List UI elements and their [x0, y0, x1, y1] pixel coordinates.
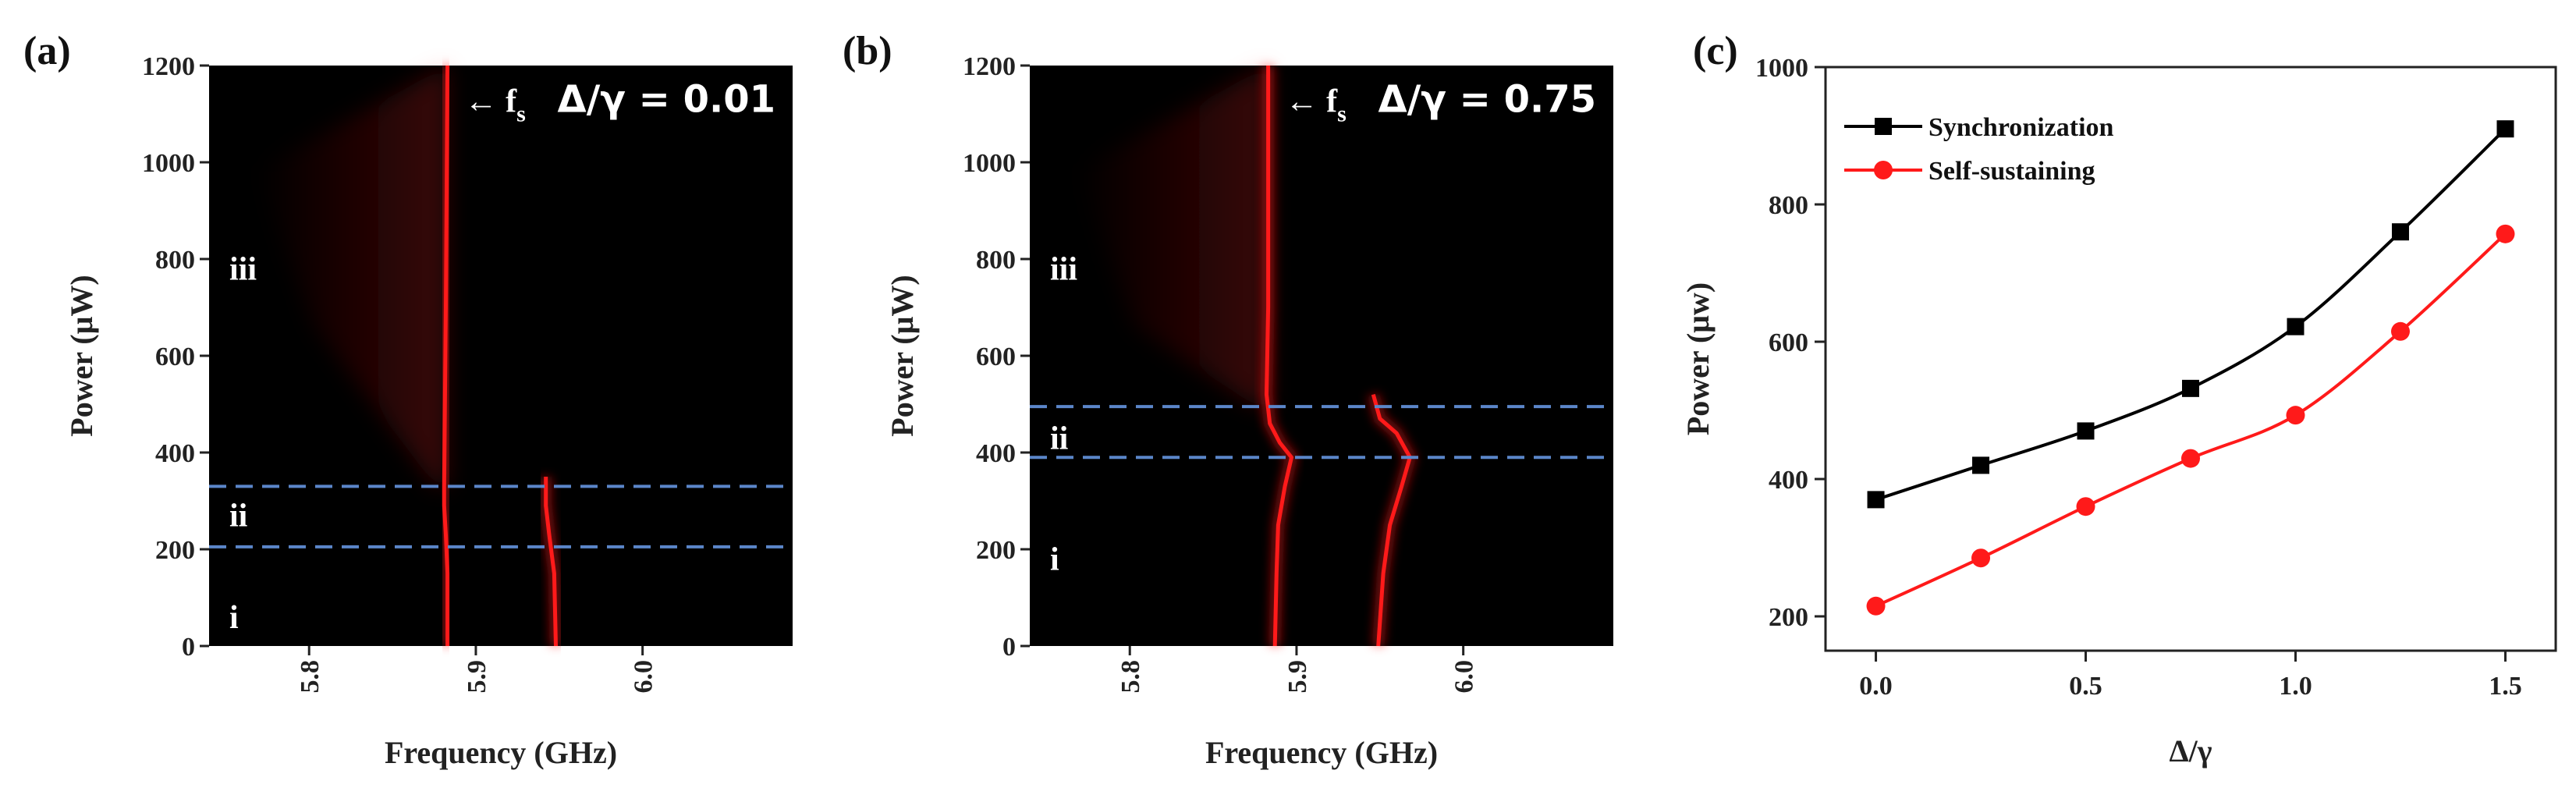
x-tick-label: 0.5 — [2069, 672, 2102, 701]
series-2-point — [2390, 321, 2410, 341]
region-label: ii — [229, 499, 248, 534]
y-tick-label: 400 — [155, 439, 195, 468]
y-tick-label: 0 — [1002, 633, 1016, 662]
y-tick-label: 1000 — [142, 149, 195, 178]
heatmap-b-axes: 0 200 400 600 800 1000 1200 5.8 5.9 6.0 Frequency … — [885, 52, 1479, 770]
series-line-2 — [1875, 232, 2507, 608]
y-tick-label: 200 — [155, 536, 195, 565]
region-label: iii — [1050, 251, 1077, 287]
y-tick-label: 0 — [182, 633, 195, 662]
x-tick-label: 5.9 — [463, 660, 491, 694]
series-1-point — [1972, 456, 1990, 474]
y-tick-label: 1000 — [1755, 54, 1808, 83]
y-tick-label: 800 — [155, 246, 195, 275]
heatmap-b-traces — [1265, 66, 1412, 647]
x-axis-title: Frequency (GHz) — [385, 735, 617, 770]
x-tick-label: 5.9 — [1283, 660, 1312, 694]
panel-b-letter: (b) — [843, 29, 892, 73]
heatmap-b-dashed-lines — [1030, 405, 1613, 460]
ratio-label: Δ/γ = 0.01 — [558, 78, 775, 122]
series-2-point — [1866, 596, 1886, 616]
series-2-point — [2181, 449, 2200, 468]
line-chart-legend: Synchronization Self-sustaining — [1844, 113, 2114, 186]
line-chart-axes: 200 400 600 800 1000 0.0 0.5 1.0 1.5 Δ/γ Power (μw… — [1680, 54, 2557, 768]
panel-a-letter: (a) — [23, 29, 71, 73]
fs-label: ← fs — [465, 84, 526, 127]
fan-glow — [255, 66, 448, 487]
x-axis-title: Δ/γ — [2170, 733, 2212, 768]
heatmap-a-axes: 0 200 400 600 800 1000 1200 5.8 5.9 6.0 Frequency … — [64, 52, 658, 770]
series-1-point — [2182, 379, 2199, 397]
panel-b: (b) 0 200 400 600 800 1000 1200 5.8 5.9 6.0 Freque… — [843, 29, 1613, 770]
series-2-point — [2286, 406, 2305, 425]
y-tick-label: 400 — [1769, 466, 1808, 495]
y-tick-label: 600 — [976, 343, 1016, 371]
line-chart-series — [1866, 120, 2515, 616]
trace-1 — [1265, 66, 1293, 647]
y-tick-label: 400 — [976, 439, 1016, 468]
ratio-label: Δ/γ = 0.75 — [1378, 78, 1596, 122]
y-tick-label: 200 — [976, 536, 1016, 565]
series-1-point — [1867, 491, 1885, 509]
region-label: i — [229, 600, 239, 636]
x-tick-label: 5.8 — [1116, 660, 1145, 694]
series-2-point — [1971, 548, 1991, 568]
y-tick-label: 1200 — [963, 52, 1016, 81]
region-label: ii — [1050, 421, 1069, 456]
legend-marker-1 — [1875, 118, 1892, 135]
x-tick-label: 6.0 — [1450, 660, 1479, 694]
legend-label-1: Synchronization — [1928, 113, 2114, 142]
x-tick-label: 1.5 — [2489, 672, 2522, 701]
y-tick-label: 800 — [1769, 191, 1808, 220]
y-axis-title: Power (μw) — [1680, 282, 1716, 435]
panel-c-letter: (c) — [1693, 29, 1738, 73]
series-1-point — [2391, 223, 2409, 241]
y-axis-title: Power (μW) — [64, 275, 99, 436]
heatmap-a-dashed-lines — [209, 485, 793, 548]
fan-glow — [1076, 66, 1268, 407]
series-2-point — [2496, 224, 2515, 243]
y-tick-label: 1000 — [963, 149, 1016, 178]
y-axis-title: Power (μW) — [885, 275, 920, 436]
x-tick-label: 6.0 — [630, 660, 658, 694]
panel-c: (c) 200 400 600 800 1000 0.0 0.5 1.0 1.5 Δ/γ Power… — [1680, 29, 2557, 768]
fs-subscript: s — [516, 101, 526, 127]
y-tick-label: 200 — [1769, 603, 1808, 632]
series-2-point — [2076, 497, 2095, 516]
y-tick-label: 600 — [155, 343, 195, 371]
x-tick-label: 5.8 — [296, 660, 325, 694]
legend-marker-2 — [1874, 161, 1893, 179]
trace-2 — [1371, 393, 1412, 647]
fs-label: ← fs — [1286, 84, 1347, 127]
trace-2 — [544, 477, 558, 647]
series-1-point — [2077, 422, 2095, 440]
region-label: iii — [229, 251, 257, 287]
panel-a: (a) 0 200 400 600 800 1000 1200 5.8 5.9 6.0 Freque… — [23, 29, 793, 770]
x-axis-title: Frequency (GHz) — [1205, 735, 1438, 770]
legend-label-2: Self-sustaining — [1928, 157, 2095, 186]
y-tick-label: 1200 — [142, 52, 195, 81]
fs-subscript: s — [1337, 101, 1347, 127]
trace-1 — [442, 65, 450, 646]
fs-arrow-text: ← f — [465, 84, 518, 120]
heatmap-a-traces — [442, 65, 558, 647]
x-tick-label: 1.0 — [2279, 672, 2312, 701]
fs-arrow-text: ← f — [1286, 84, 1339, 120]
x-tick-label: 0.0 — [1859, 672, 1893, 701]
y-tick-label: 600 — [1769, 328, 1808, 357]
series-1-point — [2287, 318, 2305, 335]
plot-frame — [1824, 66, 2557, 652]
region-label: i — [1050, 541, 1059, 577]
series-1-point — [2496, 120, 2514, 138]
y-tick-label: 800 — [976, 246, 1016, 275]
